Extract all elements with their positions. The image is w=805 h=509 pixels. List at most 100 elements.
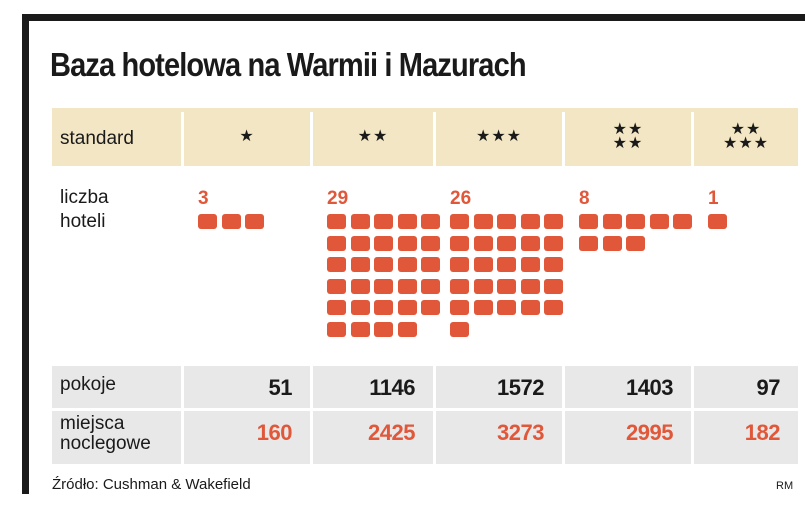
hotel-square — [350, 235, 370, 251]
standard-stars-5: ★★ ★★★ — [722, 121, 770, 152]
hotel-square — [350, 300, 370, 315]
hotel-square — [350, 321, 370, 337]
hotel-square — [649, 214, 669, 229]
author-credit: RM — [776, 480, 794, 492]
hotel-count-label: 8 — [579, 188, 590, 209]
hotel-square — [626, 235, 645, 251]
hotels-label-line2: hoteli — [60, 211, 106, 232]
hotel-square — [450, 278, 469, 294]
source-note: Źródło: Cushman & Wakefield — [52, 476, 251, 493]
hotel-square — [497, 257, 516, 272]
hotel-square — [374, 300, 393, 315]
hotel-square — [544, 300, 563, 315]
hotel-square — [421, 278, 440, 294]
hotel-square — [473, 257, 493, 272]
beds-value: 3273 — [497, 420, 544, 445]
hotel-square — [397, 321, 417, 337]
rooms-value: 97 — [756, 375, 781, 400]
hotel-square — [544, 278, 563, 294]
beds-value: 2995 — [626, 420, 673, 445]
hotel-square — [374, 321, 393, 337]
hotel-square — [221, 214, 241, 229]
hotel-square — [421, 300, 440, 315]
hotel-square — [374, 214, 393, 229]
hotel-square — [397, 214, 417, 229]
hotel-square — [602, 235, 622, 251]
hotel-square — [327, 214, 346, 229]
hotel-square — [497, 235, 516, 251]
hotel-square — [374, 235, 393, 251]
hotel-square — [473, 278, 493, 294]
hotel-square — [473, 214, 493, 229]
hotel-square — [327, 235, 346, 251]
hotel-square — [579, 214, 598, 229]
hotel-square — [673, 214, 692, 229]
rooms-value: 1572 — [497, 375, 544, 400]
hotel-square — [450, 300, 469, 315]
rooms-label: pokoje — [60, 374, 116, 395]
hotel-square — [544, 235, 563, 251]
column-divider — [310, 112, 313, 464]
hotel-square — [198, 214, 217, 229]
hotel-square — [374, 257, 393, 272]
hotel-count-label: 3 — [198, 188, 209, 209]
hotel-square — [327, 278, 346, 294]
rooms-value: 1146 — [369, 375, 415, 400]
hotel-count-label: 26 — [450, 188, 472, 209]
hotel-square — [327, 321, 346, 337]
hotel-square — [327, 300, 346, 315]
rooms-value: 51 — [268, 375, 293, 400]
hotel-count-label: 1 — [708, 188, 719, 209]
beds-value: 182 — [744, 420, 781, 445]
frame-left-border — [22, 14, 29, 494]
standard-stars-1: ★ — [239, 128, 255, 145]
rooms-value: 1403 — [626, 375, 673, 400]
hotel-square — [245, 214, 264, 229]
standard-stars-4: ★★ ★★ — [612, 121, 644, 152]
hotel-square — [397, 257, 417, 272]
hotel-square — [397, 278, 417, 294]
hotel-square — [450, 235, 469, 251]
hotel-square — [421, 214, 440, 229]
hotel-square — [626, 214, 645, 229]
standard-label: standard — [60, 128, 134, 149]
hotel-square — [421, 257, 440, 272]
hotel-square — [397, 235, 417, 251]
hotel-square — [520, 214, 540, 229]
hotel-square — [520, 300, 540, 315]
beds-value: 160 — [256, 420, 293, 445]
column-divider — [181, 112, 184, 464]
hotel-square — [602, 214, 622, 229]
hotel-square — [544, 214, 563, 229]
hotel-square — [450, 321, 469, 337]
hotel-square — [579, 235, 598, 251]
beds-label-line1: miejsca — [60, 413, 125, 434]
beds-label-line2: noclegowe — [60, 433, 151, 454]
standard-stars-3: ★★★ — [475, 128, 523, 145]
hotel-square — [708, 214, 727, 229]
hotel-square — [520, 235, 540, 251]
totals-row-separator — [52, 408, 798, 411]
hotel-square — [497, 300, 516, 315]
hotels-label-line1: liczba — [60, 187, 109, 208]
hotel-square — [350, 278, 370, 294]
hotel-square — [374, 278, 393, 294]
hotel-square — [327, 257, 346, 272]
hotel-square — [450, 257, 469, 272]
hotel-square — [421, 235, 440, 251]
beds-value: 2425 — [368, 420, 415, 445]
hotel-square — [450, 214, 469, 229]
standard-row-band — [52, 108, 798, 166]
hotel-square — [520, 257, 540, 272]
column-divider — [691, 112, 694, 464]
chart-title: Baza hotelowa na Warmii i Mazurach — [50, 46, 527, 83]
hotel-square — [497, 214, 516, 229]
hotel-square — [350, 257, 370, 272]
hotel-square — [520, 278, 540, 294]
hotel-square — [350, 214, 370, 229]
hotel-square — [544, 257, 563, 272]
column-divider — [562, 112, 565, 464]
hotel-square — [473, 300, 493, 315]
hotel-square — [397, 300, 417, 315]
hotel-square — [497, 278, 516, 294]
